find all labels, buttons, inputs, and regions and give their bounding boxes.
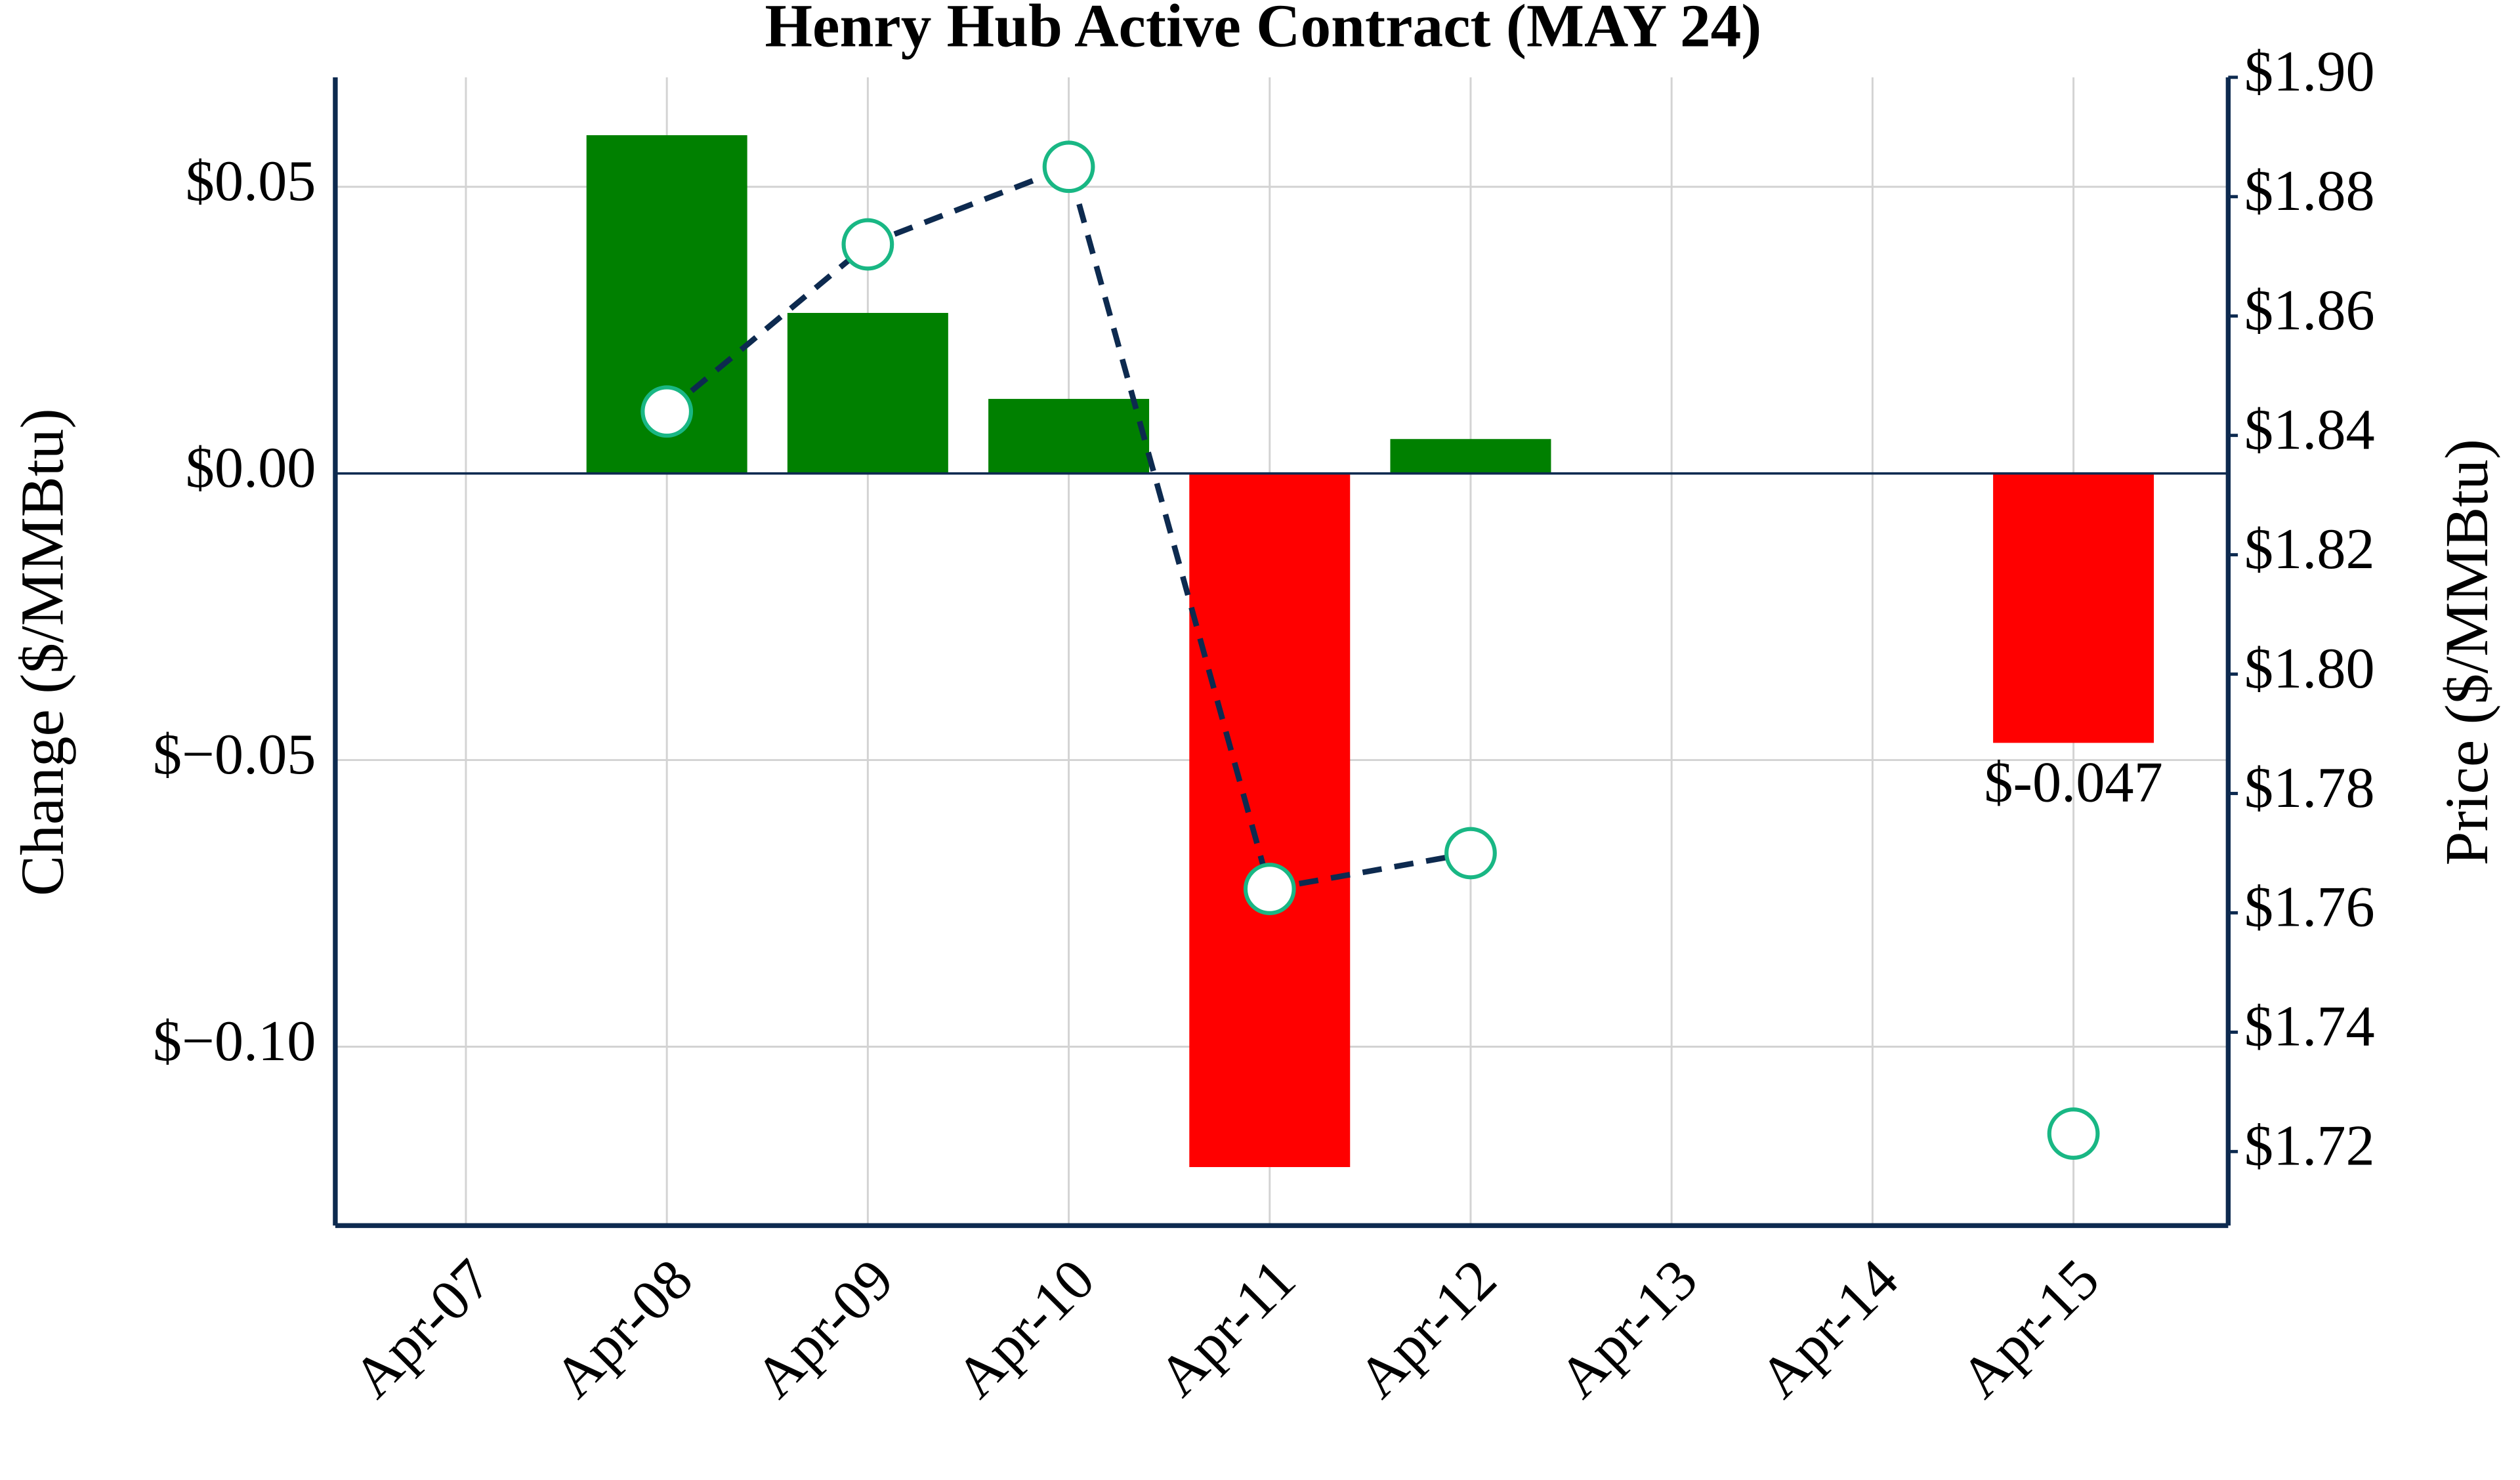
y2-tick-label: $1.86: [2244, 278, 2375, 342]
y-tick-label: $−0.10: [153, 1009, 316, 1073]
price-marker: [640, 385, 694, 438]
bar: [988, 399, 1150, 474]
y2-tick-label: $1.80: [2244, 636, 2375, 701]
y2-tick-label: $1.78: [2244, 756, 2375, 820]
data-label: $-0.047: [1984, 750, 2162, 814]
y2-tick-label: $1.72: [2244, 1114, 2375, 1178]
x-tick-label: Apr-15: [1948, 1247, 2112, 1410]
x-tick-label: Apr-09: [743, 1247, 906, 1410]
x-tick-label: Apr-12: [1345, 1247, 1509, 1410]
y-tick-label: $−0.05: [153, 722, 316, 787]
price-marker: [841, 218, 894, 271]
bar: [1189, 473, 1351, 1168]
bar: [1390, 439, 1551, 474]
bar: [1993, 473, 2154, 743]
y2-tick-label: $1.90: [2244, 39, 2375, 104]
y2-tick-label: $1.88: [2244, 159, 2375, 223]
y2-tick-label: $1.74: [2244, 995, 2375, 1059]
y-axis-label: Change ($/MMBtu): [9, 408, 76, 895]
y2-tick-label: $1.84: [2244, 398, 2375, 462]
y-tick-label: $0.05: [186, 149, 316, 213]
x-tick-label: Apr-10: [944, 1247, 1107, 1410]
x-tick-label: Apr-13: [1547, 1247, 1710, 1410]
price-marker: [1444, 827, 1497, 880]
y2-tick-label: $1.82: [2244, 517, 2375, 581]
x-tick-label: Apr-14: [1748, 1247, 1911, 1410]
chart-title: Henry Hub Active Contract (MAY 24): [765, 0, 1762, 60]
price-marker: [1042, 140, 1095, 194]
y-tick-label: $0.00: [186, 436, 316, 500]
bar: [787, 312, 948, 474]
price-marker: [2047, 1107, 2100, 1160]
price-marker: [1243, 863, 1296, 915]
y2-tick-label: $1.76: [2244, 875, 2375, 939]
y2-axis-label: Price ($/MMBtu): [2433, 439, 2501, 865]
x-tick-label: Apr-11: [1146, 1247, 1308, 1408]
price-line: [665, 163, 1471, 892]
x-tick-label: Apr-08: [542, 1247, 705, 1410]
x-tick-label: Apr-07: [341, 1247, 504, 1410]
